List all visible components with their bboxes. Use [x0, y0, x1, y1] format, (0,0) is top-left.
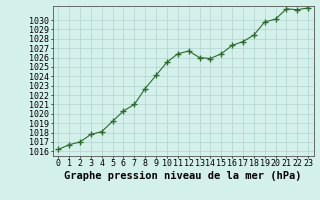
X-axis label: Graphe pression niveau de la mer (hPa): Graphe pression niveau de la mer (hPa) — [64, 171, 302, 181]
